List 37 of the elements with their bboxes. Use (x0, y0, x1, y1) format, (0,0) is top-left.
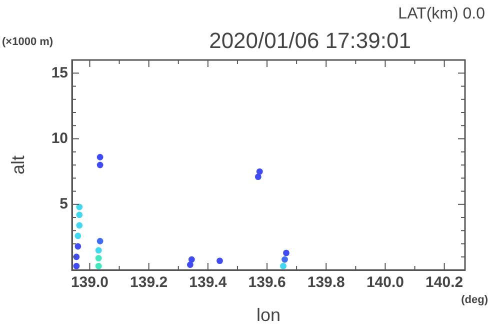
text: LAT(km) 0.0 (398, 5, 486, 22)
point (188, 256, 195, 263)
y-tick-label: 5 (60, 196, 68, 213)
point (283, 250, 290, 256)
x-tick-label: 139.8 (307, 274, 345, 292)
x-tick-label: 139.0 (70, 274, 109, 292)
point (76, 204, 83, 210)
x-axis-title: lon (256, 305, 281, 326)
point (280, 262, 286, 270)
point (95, 262, 102, 270)
point (74, 243, 82, 250)
x-tick-label: 140.0 (366, 274, 404, 292)
chart-title: 2020/01/06 17:39:01 (209, 28, 411, 54)
point (73, 254, 80, 260)
point (96, 238, 104, 244)
text: (deg) (461, 294, 488, 306)
x-tick-label: 139.4 (189, 274, 228, 292)
point (76, 222, 83, 229)
point (73, 262, 80, 270)
point (95, 247, 102, 254)
point (254, 174, 262, 180)
y-axis-title: alt (8, 155, 28, 175)
point (216, 258, 223, 264)
point (76, 212, 83, 218)
point (186, 262, 194, 268)
point (74, 232, 82, 240)
x-tick-label: 139.6 (248, 274, 286, 292)
point (96, 162, 104, 168)
y-tick-label: 10 (51, 130, 68, 147)
text: (×1000 m) (2, 36, 54, 48)
point (256, 168, 263, 175)
y-tick-label: 15 (51, 64, 68, 82)
x-tick-label: 139.2 (130, 274, 168, 292)
x-tick-label: 140.2 (426, 274, 464, 292)
point (95, 254, 102, 262)
point (96, 154, 104, 160)
point (282, 256, 288, 263)
